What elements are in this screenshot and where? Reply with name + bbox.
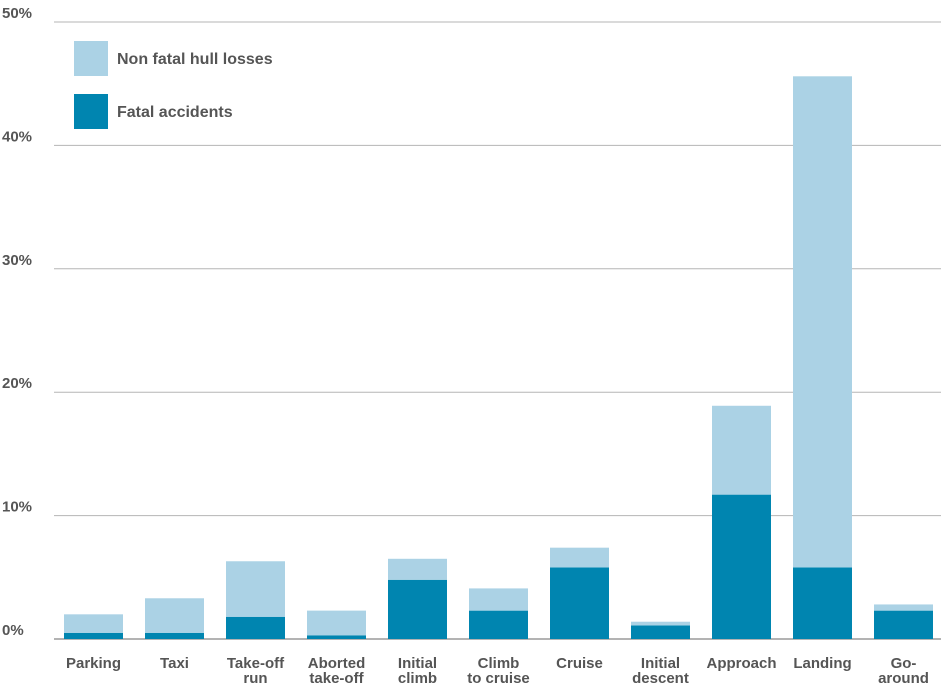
x-tick-label-line: Parking	[66, 655, 121, 672]
x-tick-label: Approach	[706, 655, 776, 672]
bar-fatal-initial-descent	[631, 625, 690, 639]
bar-nonfatal-aborted-take-off	[307, 610, 366, 636]
bar-fatal-initial-climb	[388, 579, 447, 639]
bar-fatal-taxi	[145, 632, 204, 639]
x-tick-label-line: take-off	[309, 670, 364, 686]
x-tick-label-line: Take-off	[227, 655, 285, 672]
bar-fatal-climb-to-cruise	[469, 610, 528, 639]
bar-nonfatal-climb-to-cruise	[469, 588, 528, 611]
bar-fatal-landing	[793, 567, 852, 639]
bar-nonfatal-taxi	[145, 598, 204, 633]
y-tick-label: 50%	[2, 5, 32, 22]
bar-nonfatal-cruise	[550, 547, 609, 568]
x-tick-label: Taxi	[160, 655, 189, 672]
axis-layer: 0% 10% 20% 30% 40% 50% Parking Taxi Take-off run A…	[2, 5, 929, 687]
x-tick-label-line: around	[878, 670, 929, 686]
x-tick-label-line: Aborted	[308, 655, 366, 672]
x-tick-label-line: run	[243, 670, 267, 686]
x-tick-label: Cruise	[556, 655, 603, 672]
x-tick-label-line: Climb	[478, 655, 520, 672]
x-tick-label: Take-off run	[227, 655, 285, 686]
bar-fatal-cruise	[550, 567, 609, 639]
legend-label: Non fatal hull losses	[117, 51, 273, 68]
legend: Non fatal hull losses Fatal accidents	[74, 41, 273, 129]
bar-nonfatal-initial-descent	[631, 621, 690, 626]
x-tick-label: Aborted take-off	[308, 655, 366, 686]
x-tick-label-line: climb	[398, 670, 437, 686]
x-tick-label-line: Initial	[398, 655, 437, 672]
x-tick-label: Go-around	[878, 655, 929, 686]
x-tick-label-line: Approach	[706, 655, 776, 672]
bar-fatal-aborted-take-off	[307, 635, 366, 639]
x-tick-label-line: Cruise	[556, 655, 603, 672]
y-tick-label: 30%	[2, 252, 32, 269]
bar-fatal-go-around	[874, 610, 933, 639]
y-tick-label: 40%	[2, 128, 32, 145]
x-tick-label-line: to cruise	[467, 670, 530, 686]
bar-nonfatal-parking	[64, 614, 123, 633]
y-tick-label: 0%	[2, 622, 24, 639]
y-tick-label: 20%	[2, 375, 32, 392]
x-tick-label: Initial descent	[632, 655, 689, 686]
legend-swatch-fatal	[74, 94, 108, 129]
bar-nonfatal-landing	[793, 76, 852, 568]
bar-nonfatal-take-off-run	[226, 561, 285, 617]
x-tick-label-line: Go-	[891, 655, 917, 672]
x-tick-label: Landing	[793, 655, 851, 672]
bar-nonfatal-approach	[712, 405, 771, 495]
x-tick-label: Parking	[66, 655, 121, 672]
x-tick-label: Initial climb	[398, 655, 437, 686]
bar-fatal-take-off-run	[226, 616, 285, 639]
legend-label: Fatal accidents	[117, 104, 233, 121]
bar-nonfatal-go-around	[874, 604, 933, 611]
x-tick-label: Climb to cruise	[467, 655, 530, 686]
bar-fatal-approach	[712, 494, 771, 639]
y-tick-label: 10%	[2, 499, 32, 516]
x-tick-label-line: descent	[632, 670, 689, 686]
x-tick-label-line: Landing	[793, 655, 851, 672]
legend-swatch-nonfatal	[74, 41, 108, 76]
x-tick-label-line: Taxi	[160, 655, 189, 672]
bar-fatal-parking	[64, 632, 123, 639]
bars-layer	[64, 76, 933, 639]
bar-nonfatal-initial-climb	[388, 558, 447, 580]
x-tick-label-line: Initial	[641, 655, 680, 672]
